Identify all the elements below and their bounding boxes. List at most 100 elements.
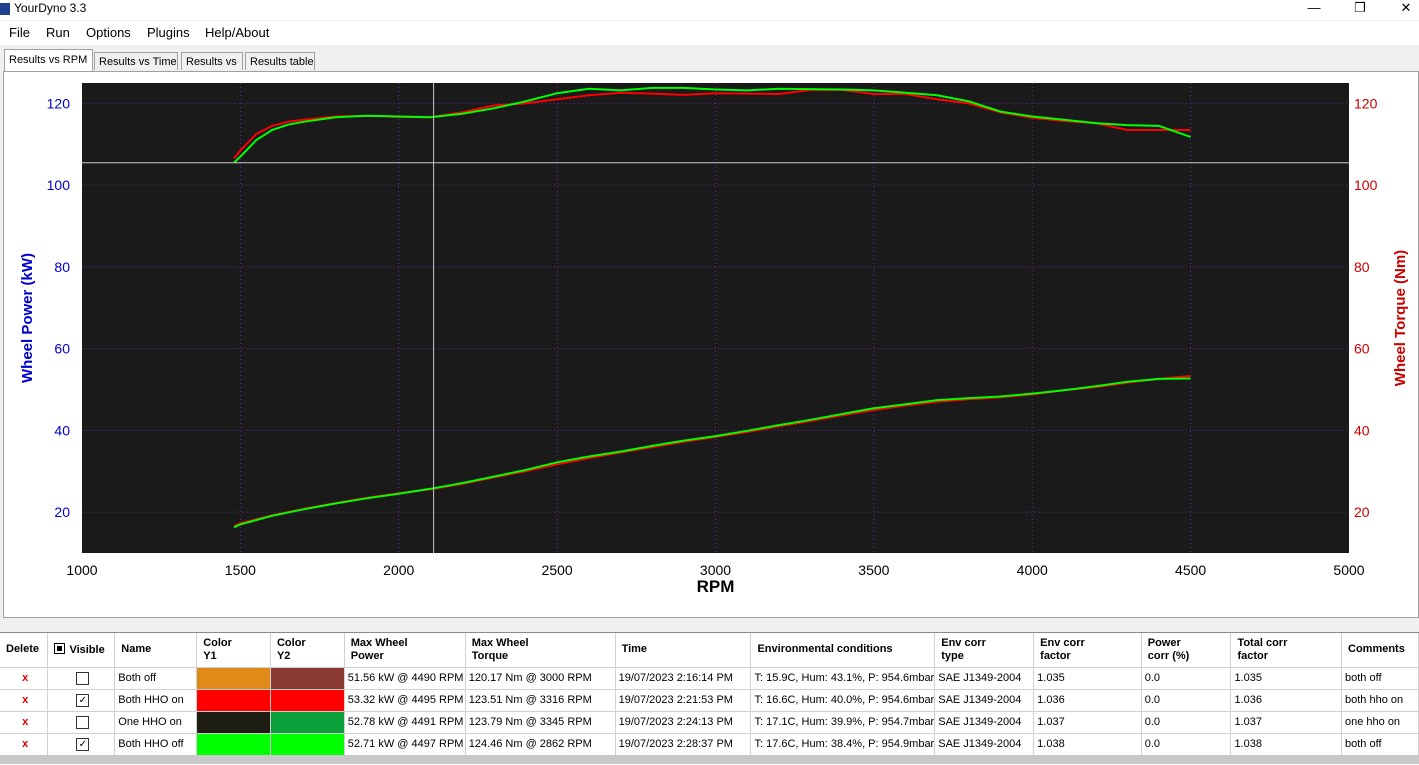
env-corr-factor: 1.037 xyxy=(1033,711,1142,734)
header-power-corr[interactable]: Power corr (%) xyxy=(1141,633,1232,668)
delete-run-button[interactable]: x xyxy=(0,733,49,756)
run-name[interactable]: Both HHO on xyxy=(114,689,198,712)
y-tick-label: 40 xyxy=(54,422,70,438)
header-visible-label: Visible xyxy=(69,643,105,656)
header-delete[interactable]: Delete xyxy=(0,633,49,668)
comments[interactable]: both off xyxy=(1341,667,1419,690)
visible-checkbox[interactable] xyxy=(76,671,90,685)
power-corr: 0.0 xyxy=(1141,711,1232,734)
menu-run[interactable]: Run xyxy=(46,25,70,40)
header-total-corr-line1: Total corr xyxy=(1237,636,1288,649)
header-time[interactable]: Time xyxy=(615,633,752,668)
table-row[interactable]: x ✓ Both HHO on 53.32 kW @ 4495 RPM 123.… xyxy=(0,689,1419,712)
header-env-factor-line1: Env corr xyxy=(1040,636,1085,649)
power-corr: 0.0 xyxy=(1141,689,1232,712)
table-row[interactable]: x Both off 51.56 kW @ 4490 RPM 120.17 Nm… xyxy=(0,667,1419,690)
menu-options[interactable]: Options xyxy=(86,25,131,40)
color-y1-swatch[interactable] xyxy=(196,733,271,756)
x-tick-label: 4000 xyxy=(1017,562,1048,578)
tab-results-vs-rpm[interactable]: Results vs RPM xyxy=(4,49,93,71)
header-color-y2[interactable]: Color Y2 xyxy=(270,633,345,668)
color-y1-swatch[interactable] xyxy=(196,667,271,690)
y2-tick-label: 80 xyxy=(1354,259,1370,275)
y2-axis-title: Wheel Torque (Nm) xyxy=(1392,250,1409,386)
comments[interactable]: both off xyxy=(1341,733,1419,756)
results-grid: Delete Visible Name Color Y1 Color Y2 Max … xyxy=(0,632,1419,765)
visible-checkbox[interactable] xyxy=(76,715,90,729)
header-comments[interactable]: Comments xyxy=(1341,633,1419,668)
tab-strip: Results vs RPM Results vs Time Results v… xyxy=(0,48,1419,72)
delete-run-button[interactable]: x xyxy=(0,689,49,712)
comments[interactable]: one hho on xyxy=(1341,711,1419,734)
header-env-factor[interactable]: Env corr factor xyxy=(1033,633,1142,668)
title-bar: YourDyno 3.3 — ❐ ✕ xyxy=(0,0,1419,20)
minimize-button[interactable]: — xyxy=(1307,0,1321,15)
header-max-power-line2: Power xyxy=(350,649,384,662)
series-line xyxy=(233,86,1191,164)
menu-plugins[interactable]: Plugins xyxy=(147,25,190,40)
visible-cell: ✓ xyxy=(47,733,116,756)
menu-help-about[interactable]: Help/About xyxy=(205,25,270,40)
env-corr-type: SAE J1349-2004 xyxy=(934,689,1035,712)
header-name[interactable]: Name xyxy=(114,633,198,668)
run-name[interactable]: Both HHO off xyxy=(114,733,198,756)
y-axis-title: Wheel Power (kW) xyxy=(19,253,36,383)
header-total-corr[interactable]: Total corr factor xyxy=(1230,633,1342,668)
tab-results-table[interactable]: Results table xyxy=(245,52,315,70)
env-corr-factor: 1.038 xyxy=(1033,733,1142,756)
y-tick-label: 120 xyxy=(47,95,71,111)
y2-tick-label: 40 xyxy=(1354,422,1370,438)
maximize-button[interactable]: ❐ xyxy=(1354,0,1366,15)
delete-run-button[interactable]: x xyxy=(0,667,49,690)
close-button[interactable]: ✕ xyxy=(1400,0,1412,15)
run-time: 19/07/2023 2:28:37 PM xyxy=(615,733,752,756)
header-color-y2-line1: Color xyxy=(276,636,306,649)
env-corr-type: SAE J1349-2004 xyxy=(934,711,1035,734)
visible-cell xyxy=(47,711,116,734)
x-tick-label: 4500 xyxy=(1175,562,1206,578)
max-torque: 123.51 Nm @ 3316 RPM xyxy=(465,689,616,712)
header-max-torque[interactable]: Max Wheel Torque xyxy=(465,633,616,668)
menu-file[interactable]: File xyxy=(9,25,30,40)
env-corr-factor: 1.036 xyxy=(1033,689,1142,712)
x-tick-label: 2500 xyxy=(542,562,573,578)
visible-all-checkbox[interactable] xyxy=(54,642,66,654)
power-corr: 0.0 xyxy=(1141,733,1232,756)
visible-cell xyxy=(47,667,116,690)
visible-checkbox[interactable]: ✓ xyxy=(76,693,90,707)
tab-results-vs-time[interactable]: Results vs Time xyxy=(94,52,178,70)
color-y2-swatch[interactable] xyxy=(270,711,345,734)
menu-bar: File Run Options Plugins Help/About xyxy=(0,21,1419,45)
color-y1-swatch[interactable] xyxy=(196,711,271,734)
window-title: YourDyno 3.3 xyxy=(14,1,87,15)
total-corr: 1.037 xyxy=(1230,711,1342,734)
header-power-corr-line2: corr (%) xyxy=(1147,649,1190,662)
tab-results-vs[interactable]: Results vs xyxy=(181,52,243,70)
horizontal-scrollbar[interactable] xyxy=(0,755,1419,764)
header-visible[interactable]: Visible xyxy=(47,633,116,668)
x-tick-label: 3500 xyxy=(858,562,889,578)
header-max-power[interactable]: Max Wheel Power xyxy=(344,633,466,668)
header-max-power-line1: Max Wheel xyxy=(350,636,408,649)
header-env-type[interactable]: Env corr type xyxy=(934,633,1035,668)
table-row[interactable]: x ✓ Both HHO off 52.71 kW @ 4497 RPM 124… xyxy=(0,733,1419,756)
delete-run-button[interactable]: x xyxy=(0,711,49,734)
run-name[interactable]: Both off xyxy=(114,667,198,690)
color-y2-swatch[interactable] xyxy=(270,689,345,712)
color-y2-swatch[interactable] xyxy=(270,733,345,756)
run-name[interactable]: One HHO on xyxy=(114,711,198,734)
series-line xyxy=(233,377,1191,529)
comments[interactable]: both hho on xyxy=(1341,689,1419,712)
visible-checkbox[interactable]: ✓ xyxy=(76,737,90,751)
x-tick-label: 2000 xyxy=(383,562,414,578)
color-y2-swatch[interactable] xyxy=(270,667,345,690)
max-torque: 120.17 Nm @ 3000 RPM xyxy=(465,667,616,690)
y-tick-label: 100 xyxy=(47,177,71,193)
table-row[interactable]: x One HHO on 52.78 kW @ 4491 RPM 123.79 … xyxy=(0,711,1419,734)
header-color-y1[interactable]: Color Y1 xyxy=(196,633,271,668)
header-env[interactable]: Environmental conditions xyxy=(750,633,936,668)
max-power: 51.56 kW @ 4490 RPM xyxy=(344,667,466,690)
color-y1-swatch[interactable] xyxy=(196,689,271,712)
y-tick-label: 20 xyxy=(54,504,70,520)
dyno-chart[interactable]: 1000 1500 2000 2500 3000 3500 4000 4500 5000 20 40… xyxy=(4,72,1418,617)
